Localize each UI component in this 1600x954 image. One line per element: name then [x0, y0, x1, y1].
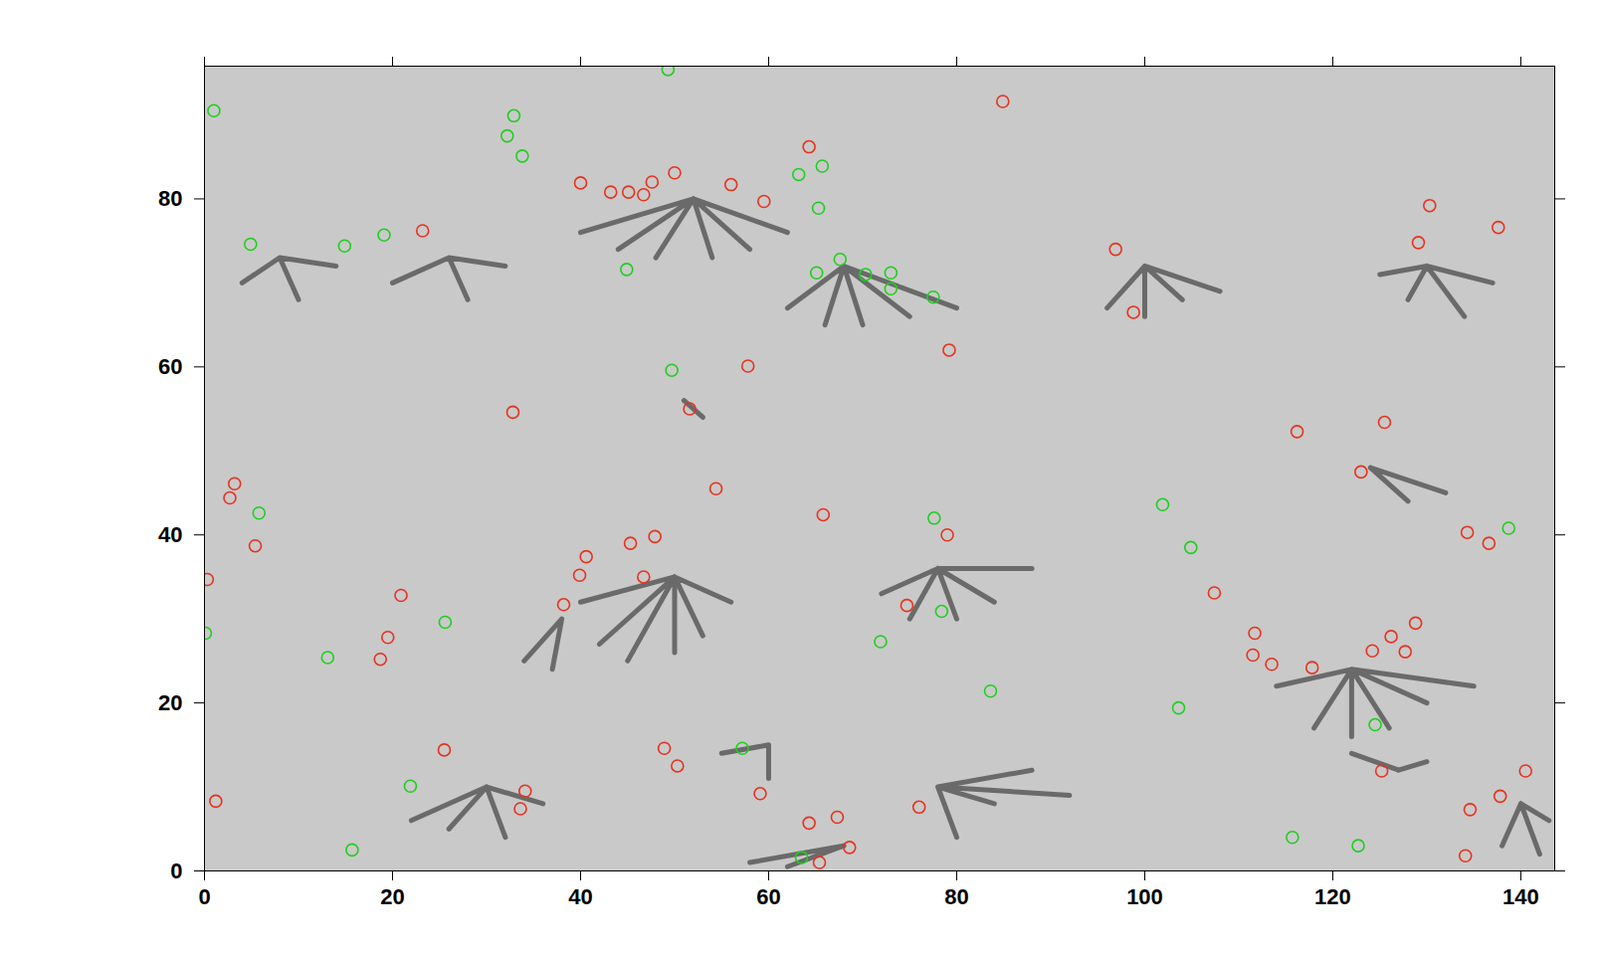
svg-text:100: 100 [1126, 884, 1164, 910]
svg-text:80: 80 [158, 186, 183, 211]
svg-text:40: 40 [568, 884, 593, 910]
svg-text:140: 140 [1502, 884, 1540, 910]
svg-text:60: 60 [756, 884, 781, 910]
svg-text:0: 0 [198, 884, 210, 910]
svg-text:0: 0 [170, 858, 183, 884]
svg-text:80: 80 [944, 884, 969, 910]
svg-text:60: 60 [158, 354, 183, 380]
svg-text:120: 120 [1314, 884, 1352, 910]
svg-text:20: 20 [158, 690, 183, 716]
svg-text:40: 40 [158, 522, 183, 548]
svg-text:20: 20 [380, 884, 404, 910]
